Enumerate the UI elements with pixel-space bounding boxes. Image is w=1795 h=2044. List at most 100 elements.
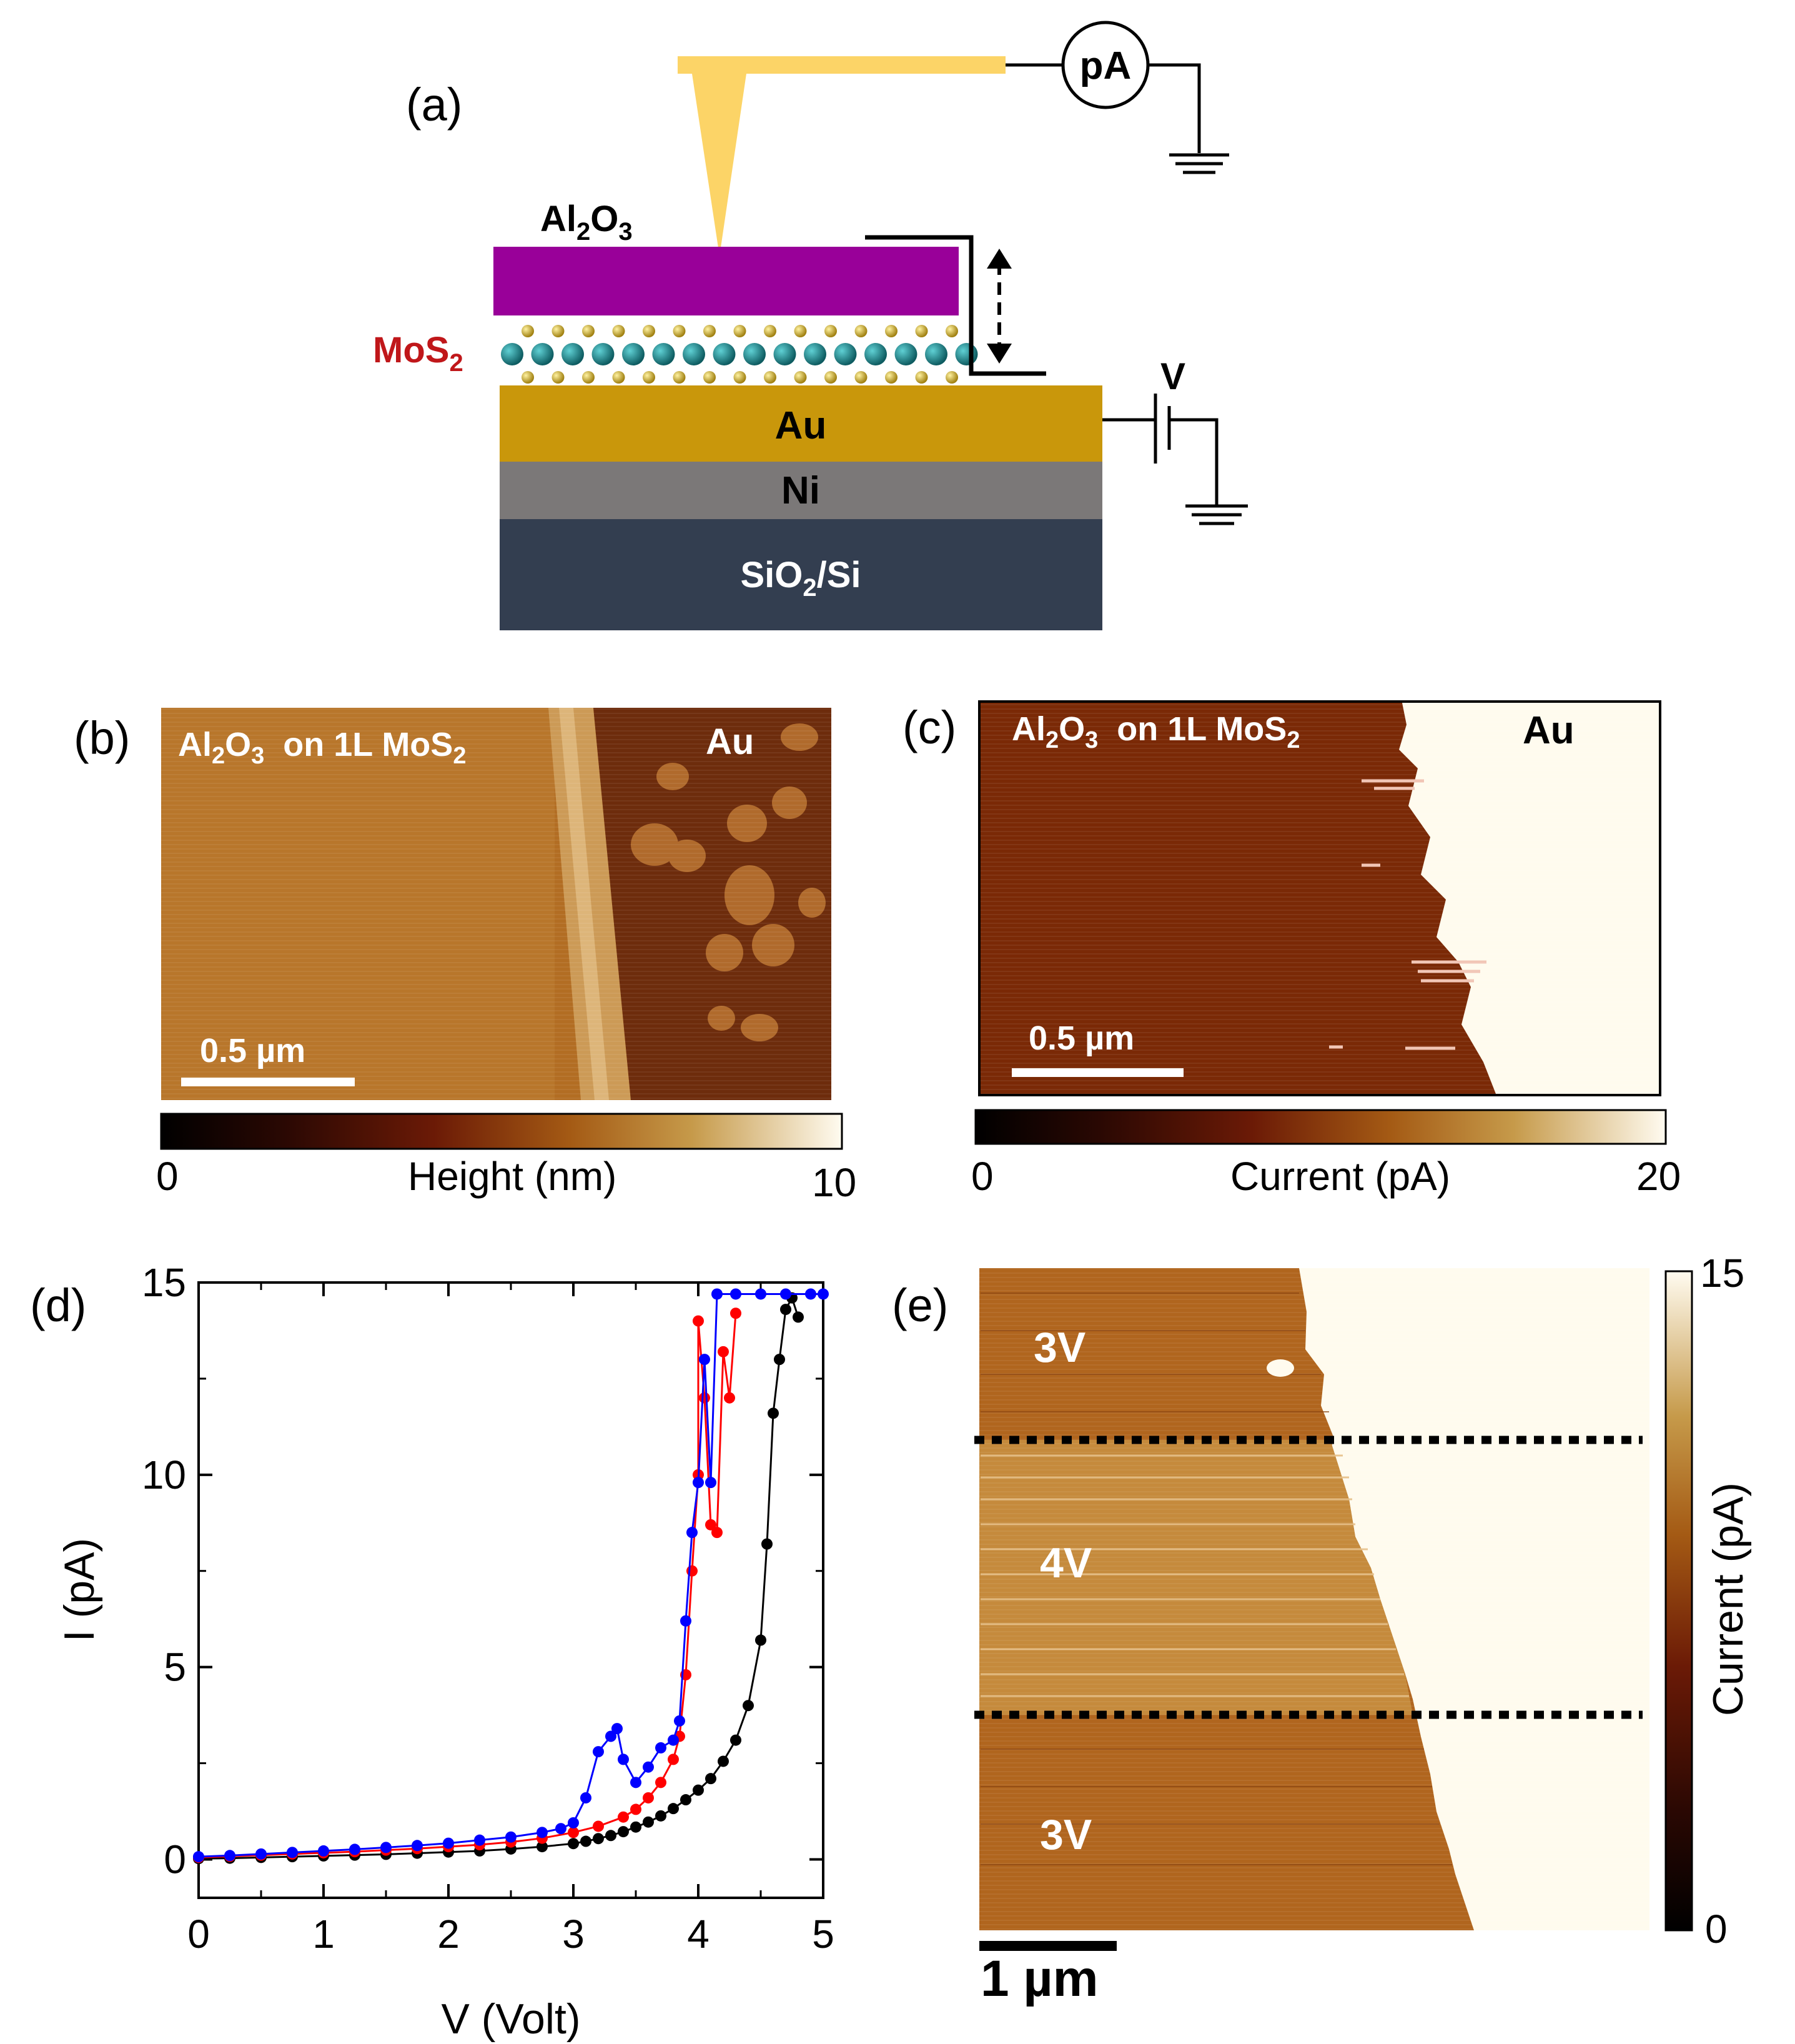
s-atom	[551, 371, 565, 384]
data-point-blue	[193, 1851, 204, 1863]
mo-atom	[531, 343, 554, 365]
data-point-blue	[711, 1288, 723, 1300]
data-point-blue	[686, 1527, 698, 1539]
data-point-blue	[655, 1742, 666, 1754]
data-point-blue	[680, 1615, 691, 1627]
data-point-blue	[699, 1354, 710, 1366]
data-point-black	[618, 1826, 629, 1838]
mo-atom	[834, 343, 857, 365]
s-atom	[824, 325, 837, 337]
mo-atom	[683, 343, 705, 365]
panel-e-colorbar-min: 0	[1705, 1907, 1728, 1952]
panel-b-colorbar-label: Height (nm)	[408, 1154, 616, 1199]
data-point-blue	[693, 1477, 704, 1489]
panel-b-colorbar-max: 10	[812, 1160, 856, 1205]
mo-atom	[652, 343, 675, 365]
region-bottom-label: 3V	[1040, 1811, 1092, 1858]
data-point-blue	[643, 1761, 654, 1773]
mo-atom	[501, 343, 523, 365]
panel-c-colorbar-min: 0	[971, 1154, 994, 1199]
mo-atom	[622, 343, 645, 365]
panel-b-colorbar	[160, 1113, 843, 1150]
series-line-blue	[198, 1292, 823, 1858]
au-layer	[500, 385, 1102, 462]
s-atom	[522, 325, 534, 337]
panel-d-label: (d)	[30, 1279, 86, 1331]
data-point-blue	[224, 1850, 235, 1862]
s-atom	[643, 371, 655, 384]
s-atom	[733, 371, 746, 384]
data-point-blue	[474, 1834, 485, 1846]
panel-e-colorbar	[1664, 1270, 1693, 1932]
mo-atom	[591, 343, 615, 365]
data-point-blue	[555, 1823, 566, 1835]
data-point-black	[693, 1784, 704, 1796]
data-point-red	[711, 1527, 723, 1539]
s-atom	[854, 371, 868, 384]
data-point-blue	[505, 1831, 517, 1843]
ni-layer	[500, 462, 1102, 519]
panel-a: (a) pA Al2O3 MoS2 Au	[373, 21, 1248, 630]
mo-atom	[894, 343, 917, 365]
panel-c: (c) Al2O3 on 1L MoS2 Au 0.5 µm 0 Curren	[902, 700, 1681, 1199]
data-point-blue	[593, 1746, 604, 1758]
ground-icon-bottom	[1185, 504, 1248, 525]
data-point-black	[705, 1773, 716, 1785]
s-atom	[794, 371, 807, 384]
afm-height-image	[161, 708, 831, 1100]
afm-cantilever	[678, 56, 1006, 74]
s-atom	[703, 371, 716, 384]
s-atom	[582, 371, 595, 384]
data-point-blue	[287, 1847, 298, 1858]
panel-e-colorbar-label: Current (pA)	[1704, 1482, 1752, 1716]
y-axis-label: I (pA)	[56, 1538, 103, 1642]
bias-switched-current-map	[979, 1268, 1649, 1930]
tick-labels: 0 1 2 3 4 5 0 5 10 15	[142, 1260, 834, 1957]
panel-b-label: (b)	[74, 712, 130, 764]
data-point-blue	[349, 1843, 360, 1855]
data-point-red	[655, 1777, 666, 1788]
s-atom	[794, 325, 807, 337]
x-tick-label: 1	[312, 1912, 335, 1957]
data-point-blue	[755, 1288, 766, 1300]
au-label: Au	[775, 404, 827, 447]
y-tick-label: 0	[164, 1837, 186, 1882]
mo-atom	[773, 343, 796, 365]
panel-d: (d) 0 1 2 3 4 5 0 5 10 15 V (Volt) I (pA)	[30, 1260, 834, 2043]
s-atom	[885, 371, 898, 384]
s-atom	[643, 325, 655, 337]
s-atom	[885, 325, 898, 337]
panel-c-region-right: Au	[1523, 709, 1575, 752]
s-atom	[764, 325, 776, 337]
mo-atom	[925, 343, 947, 365]
region-top-label: 3V	[1034, 1324, 1085, 1371]
s-atom	[522, 371, 534, 384]
data-point-black	[755, 1634, 766, 1646]
data-point-blue	[705, 1477, 716, 1489]
s-atom	[703, 325, 716, 337]
panel-b-scalebar	[181, 1078, 355, 1086]
series-line-red	[198, 1313, 737, 1858]
s-atom	[551, 325, 565, 337]
mo-atom	[804, 343, 826, 365]
panel-c-colorbar-max: 20	[1636, 1154, 1681, 1199]
s-atom	[915, 371, 928, 384]
data-point-black	[537, 1841, 548, 1853]
axis-ticks	[197, 1281, 824, 1898]
x-tick-label: 5	[812, 1912, 834, 1957]
data-point-black	[655, 1810, 666, 1822]
mos2-label: MoS2	[373, 330, 463, 377]
data-point-red	[568, 1827, 579, 1838]
ammeter-label: pA	[1080, 44, 1132, 87]
s-atom	[612, 371, 625, 384]
mo-atom	[743, 343, 766, 365]
data-point-black	[761, 1538, 773, 1550]
data-point-blue	[580, 1792, 591, 1803]
s-atom	[673, 325, 686, 337]
al2o3-layer	[493, 247, 959, 315]
panel-b-region-left: Al2O3 on 1L MoS2	[178, 726, 466, 769]
region-mid-label: 4V	[1040, 1539, 1092, 1587]
panel-b-region-right: Au	[706, 722, 754, 762]
data-point-red	[643, 1792, 654, 1803]
